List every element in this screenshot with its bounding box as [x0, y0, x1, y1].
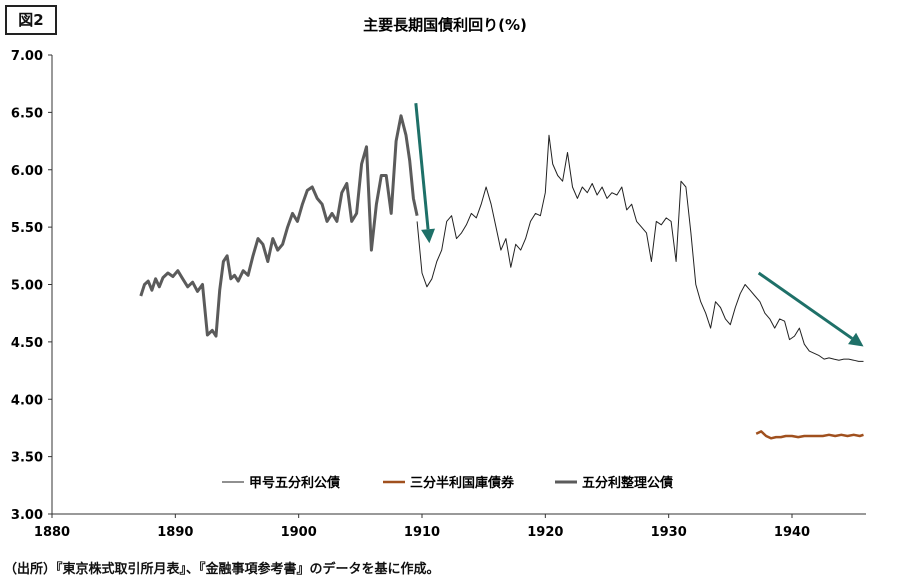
figure-label: 図2 — [5, 5, 57, 35]
series-line — [416, 134, 864, 362]
trend-arrow-line — [414, 103, 430, 230]
x-tick-label: 1900 — [281, 525, 317, 540]
y-tick-label: 3.50 — [11, 451, 43, 466]
series-line — [139, 114, 419, 338]
series-line — [755, 430, 864, 440]
legend-label: 甲号五分利公債 — [249, 475, 340, 491]
series-lines — [139, 114, 864, 440]
y-tick-label: 3.00 — [11, 508, 43, 523]
yield-chart: 主要長期国債利回り(%) 3.00 3.50 4.00 4.50 5.00 5.50 6.0… — [11, 16, 866, 540]
trend-arrow-line — [757, 271, 853, 340]
x-tick-label: 1890 — [157, 525, 193, 540]
axes: 3.00 3.50 4.00 4.50 5.00 5.50 6.00 6.50 7.00 1880… — [11, 49, 866, 540]
y-tick-label: 6.50 — [11, 106, 43, 121]
source-note: （出所）『東京株式取引所月表』、『金融事項参考書』のデータを基に作成。 — [4, 562, 440, 577]
trend-arrows — [414, 103, 864, 347]
y-tick-label: 5.50 — [11, 221, 43, 236]
y-tick-label: 4.50 — [11, 336, 43, 351]
legend-label: 三分半利国庫債券 — [410, 475, 515, 491]
legend: 甲号五分利公債 三分半利国庫債券 五分利整理公債 — [222, 475, 673, 491]
trend-arrow-head — [848, 332, 864, 347]
x-tick-label: 1940 — [774, 525, 810, 540]
y-tick-label: 4.00 — [11, 393, 43, 408]
x-tick-label: 1880 — [34, 525, 70, 540]
x-tick-label: 1930 — [651, 525, 687, 540]
x-tick-label: 1920 — [527, 525, 563, 540]
y-tick-label: 5.00 — [11, 279, 43, 294]
x-tick-label: 1910 — [404, 525, 440, 540]
trend-arrow-head — [421, 228, 436, 244]
y-tick-label: 6.00 — [11, 164, 43, 179]
chart-title: 主要長期国債利回り(%) — [363, 16, 527, 34]
legend-label: 五分利整理公債 — [582, 475, 673, 491]
y-tick-label: 7.00 — [11, 49, 43, 64]
